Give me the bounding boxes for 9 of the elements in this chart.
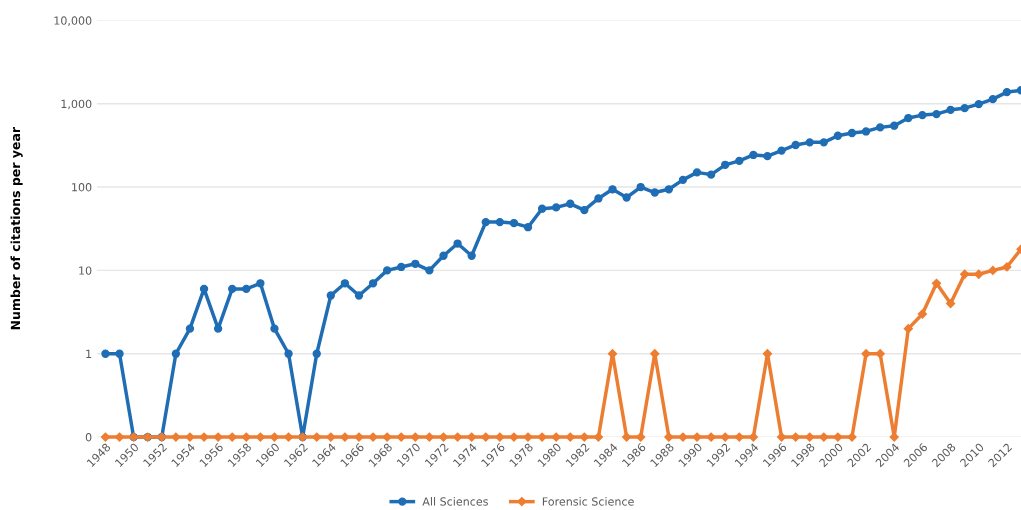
y-tick-label: 1,000 (61, 99, 92, 110)
y-axis-title: Number of citations per year (10, 127, 23, 330)
y-tick-label: 100 (72, 183, 92, 192)
y-tick-label: 10 (79, 266, 92, 275)
y-tick-label: 10,000 (54, 16, 92, 26)
y-tick-label: 0 (85, 433, 92, 442)
y-tick-label: 1 (86, 349, 92, 358)
legend-label: All Sciences (422, 497, 488, 506)
legend-label: Forensic Science (542, 497, 634, 506)
